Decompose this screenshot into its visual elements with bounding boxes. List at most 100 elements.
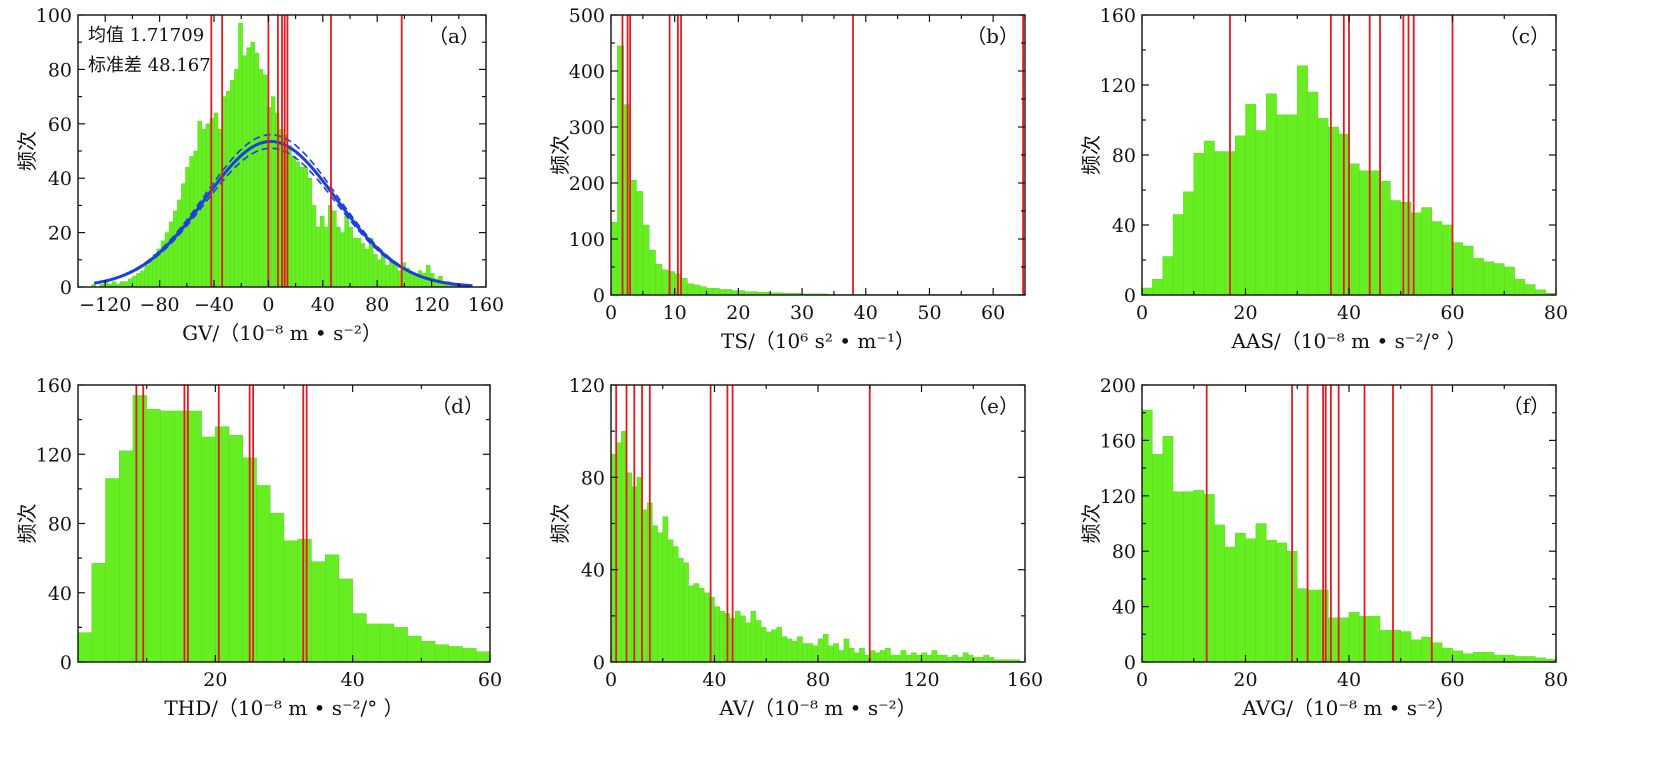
histogram-bar bbox=[1524, 284, 1536, 295]
histogram-bar bbox=[226, 90, 231, 287]
histogram-bar bbox=[1410, 639, 1422, 662]
y-tick-label: 120 bbox=[569, 375, 605, 397]
stat-text: 标准差 48.167 bbox=[88, 55, 211, 76]
x-axis-label: TS/（10⁶ s² • m⁻¹） bbox=[721, 329, 915, 353]
x-tick-label: 20 bbox=[1233, 302, 1257, 324]
histogram-bar bbox=[299, 167, 304, 287]
histogram-bar bbox=[124, 281, 129, 287]
x-tick-label: 60 bbox=[1440, 669, 1464, 691]
histogram-bar bbox=[1142, 287, 1153, 295]
histogram-bar bbox=[859, 647, 865, 662]
histogram-bar bbox=[1483, 261, 1495, 295]
y-tick-label: 60 bbox=[48, 114, 72, 136]
histogram-bar bbox=[874, 652, 881, 662]
histogram-bar bbox=[649, 249, 656, 295]
histogram-bar bbox=[755, 620, 762, 662]
histogram-bar bbox=[307, 177, 313, 287]
x-tick-label: 40 bbox=[1337, 669, 1361, 691]
histogram-bar bbox=[1504, 654, 1515, 662]
y-tick-label: 40 bbox=[581, 560, 605, 582]
x-axis-label: AAS/（10⁻⁸ m • s⁻²/° ） bbox=[1230, 329, 1466, 353]
histogram-bar bbox=[348, 226, 353, 287]
histogram-bar bbox=[256, 485, 271, 662]
histogram-bar bbox=[1483, 652, 1495, 662]
histogram-bar bbox=[771, 629, 777, 662]
histogram-bar bbox=[1328, 617, 1339, 662]
panel-label: （d） bbox=[431, 394, 484, 418]
histogram-bar bbox=[725, 289, 733, 295]
x-tick-label: 20 bbox=[1233, 669, 1257, 691]
histogram-bar bbox=[698, 587, 705, 662]
histogram-bar bbox=[1014, 659, 1021, 662]
panel-label: （b） bbox=[966, 24, 1019, 48]
histogram-bar bbox=[661, 269, 669, 295]
histogram-bar bbox=[843, 638, 850, 662]
histogram-bar bbox=[1379, 629, 1391, 662]
histogram-bar bbox=[833, 643, 839, 662]
histogram-bar bbox=[1504, 266, 1515, 295]
histogram-bar bbox=[201, 436, 216, 662]
histogram-bar bbox=[680, 278, 688, 295]
histogram-bar bbox=[688, 585, 695, 662]
panel-label: （a） bbox=[428, 24, 480, 48]
histogram-bar bbox=[338, 578, 353, 662]
histogram-bar bbox=[250, 42, 256, 287]
histogram-bar bbox=[797, 636, 803, 662]
histogram-bar bbox=[766, 631, 772, 662]
histogram-bar bbox=[1410, 212, 1422, 295]
y-tick-label: 0 bbox=[60, 652, 72, 674]
histogram-bar bbox=[921, 652, 927, 662]
histogram-bar bbox=[1452, 242, 1464, 295]
histogram-bar bbox=[1317, 118, 1329, 295]
x-tick-label: 40 bbox=[311, 294, 335, 316]
histogram-bar bbox=[409, 273, 415, 287]
x-tick-label: 50 bbox=[917, 302, 941, 324]
histogram-bar bbox=[340, 232, 345, 287]
histogram-bar bbox=[291, 156, 296, 287]
histogram-bar bbox=[352, 237, 358, 287]
y-tick-label: 120 bbox=[1100, 486, 1136, 508]
histogram-bar bbox=[786, 638, 793, 662]
histogram-bar bbox=[1390, 629, 1401, 662]
histogram-bar bbox=[657, 532, 663, 662]
x-axis-label: AV/（10⁻⁸ m • s⁻²） bbox=[718, 696, 916, 720]
histogram-bar bbox=[781, 636, 788, 662]
histogram-bar bbox=[1255, 130, 1267, 295]
histogram-bar bbox=[936, 654, 943, 662]
histogram-bar bbox=[356, 237, 362, 287]
chart-panel-c: 0 40 80 120 160 0 20 40 60 80 （c） AAS/（10⁻⁸ m • s⁻²… bbox=[1079, 5, 1568, 353]
histogram-bar bbox=[967, 654, 974, 662]
histogram-bar bbox=[1390, 200, 1401, 295]
histogram-bar bbox=[1255, 523, 1267, 662]
x-tick-label: 120 bbox=[413, 294, 449, 316]
histogram-bar bbox=[983, 654, 989, 662]
histogram-bar bbox=[1245, 538, 1257, 662]
histogram-bar bbox=[828, 645, 834, 662]
histogram-bar bbox=[144, 265, 149, 287]
x-tick-label: 60 bbox=[981, 302, 1005, 324]
histogram-bar bbox=[885, 647, 891, 662]
histogram-bar bbox=[642, 224, 650, 295]
histogram-bar bbox=[91, 563, 106, 662]
histogram-bar bbox=[352, 613, 367, 662]
y-axis-label: 频次 bbox=[548, 504, 572, 544]
histogram-bar bbox=[1545, 293, 1556, 295]
x-tick-label: −40 bbox=[194, 294, 234, 316]
histogram-bar bbox=[1431, 221, 1443, 295]
histogram-bar bbox=[434, 644, 450, 662]
histogram-bar bbox=[895, 654, 902, 662]
histogram-bar bbox=[1472, 258, 1484, 295]
histogram-bar bbox=[187, 410, 202, 662]
histogram-bar bbox=[776, 627, 782, 662]
histogram-bar bbox=[750, 611, 757, 662]
histogram-bar bbox=[1245, 104, 1257, 295]
plot-area bbox=[1142, 15, 1556, 295]
histogram-bar bbox=[1493, 654, 1505, 662]
y-tick-label: 40 bbox=[48, 168, 72, 190]
histogram-bar bbox=[1493, 263, 1505, 295]
histogram-bar bbox=[1203, 494, 1215, 662]
histogram-bar bbox=[262, 74, 268, 287]
histogram-bar bbox=[1514, 279, 1526, 295]
histogram-bar bbox=[1400, 631, 1412, 662]
y-axis-label: 频次 bbox=[1079, 135, 1103, 175]
